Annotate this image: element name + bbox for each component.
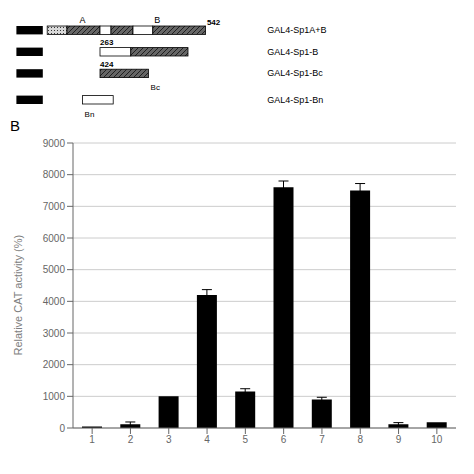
svg-text:7000: 7000 <box>43 201 66 212</box>
svg-text:6: 6 <box>281 434 287 445</box>
svg-text:424: 424 <box>100 60 114 69</box>
svg-text:1000: 1000 <box>43 391 66 402</box>
svg-text:2000: 2000 <box>43 359 66 370</box>
svg-text:2: 2 <box>128 434 134 445</box>
svg-text:542: 542 <box>207 18 221 27</box>
svg-text:GAL4-Sp1-B: GAL4-Sp1-B <box>267 47 318 57</box>
svg-text:GAL4-Sp1A+B: GAL4-Sp1A+B <box>267 25 326 35</box>
svg-text:8: 8 <box>357 434 363 445</box>
svg-text:5: 5 <box>243 434 249 445</box>
svg-text:B: B <box>154 15 160 25</box>
svg-text:8000: 8000 <box>43 169 66 180</box>
svg-text:4000: 4000 <box>43 296 66 307</box>
svg-text:0: 0 <box>59 423 65 434</box>
svg-text:7: 7 <box>319 434 325 445</box>
svg-text:6000: 6000 <box>43 233 66 244</box>
svg-text:10: 10 <box>431 434 443 445</box>
svg-text:3000: 3000 <box>43 328 66 339</box>
svg-text:A: A <box>79 15 85 25</box>
svg-text:263: 263 <box>100 38 114 47</box>
svg-text:Bc: Bc <box>151 83 160 92</box>
svg-text:3: 3 <box>166 434 172 445</box>
svg-text:4: 4 <box>204 434 210 445</box>
svg-text:GAL4-Sp1-Bn: GAL4-Sp1-Bn <box>267 95 323 105</box>
svg-text:5000: 5000 <box>43 264 66 275</box>
svg-text:Relative CAT activity (%): Relative CAT activity (%) <box>12 235 24 356</box>
svg-text:Bn: Bn <box>85 110 95 119</box>
svg-text:B: B <box>10 117 20 133</box>
svg-text:9: 9 <box>396 434 402 445</box>
svg-text:9000: 9000 <box>43 138 66 149</box>
svg-text:GAL4-Sp1-Bc: GAL4-Sp1-Bc <box>267 68 323 78</box>
svg-text:1: 1 <box>89 434 95 445</box>
